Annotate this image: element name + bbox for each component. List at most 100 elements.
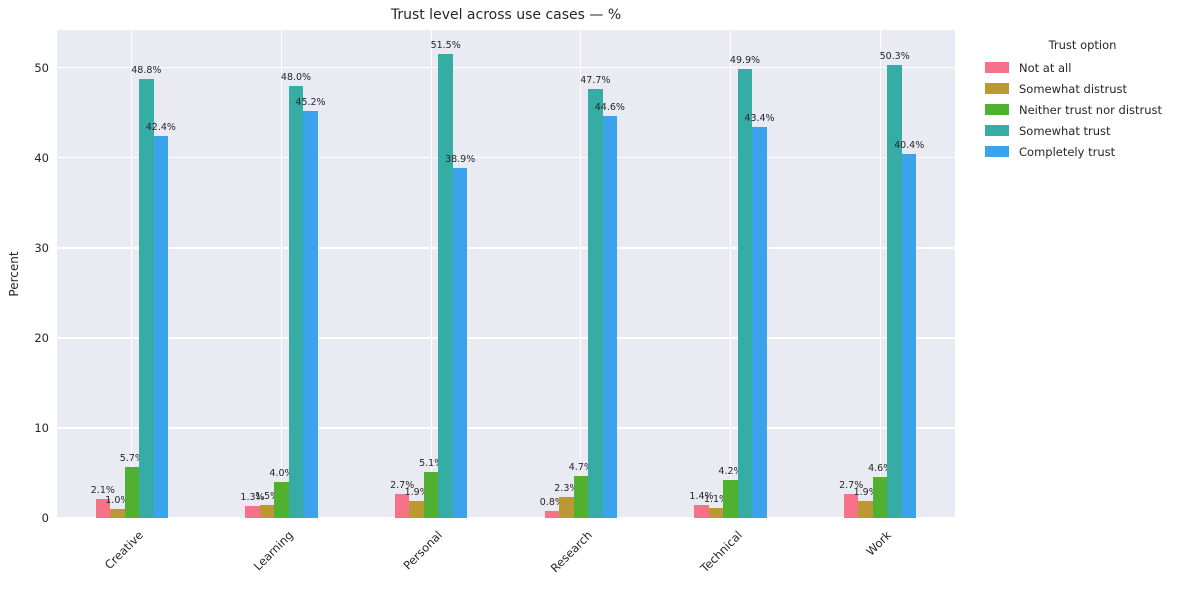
bar-creative-somewhat-trust	[139, 78, 154, 518]
legend-label: Somewhat distrust	[1019, 81, 1128, 96]
legend-items: Not at all Somewhat distrust Neither trust…	[985, 60, 1180, 159]
bar-value-label: 5.7%	[119, 452, 144, 464]
legend-item: Somewhat distrust	[985, 81, 1180, 96]
bar-technical-completely-trust	[752, 127, 767, 518]
bar-work-somewhat-distrust	[858, 500, 873, 518]
plot-area: 2.1% 1.0% 5.7% 48.8% 42.4% 1.3% 1.5% 4.0% 48.0% 4…	[57, 30, 955, 519]
gridline-horizontal	[57, 427, 955, 429]
x-tick-label: Personal	[400, 528, 446, 573]
bar-value-label: 42.4%	[145, 122, 176, 134]
bar-value-label: 1.1%	[703, 494, 729, 506]
bar-value-label: 47.7%	[580, 74, 611, 86]
legend-item: Neither trust nor distrust	[985, 102, 1180, 117]
x-tick-label: Research	[547, 528, 595, 576]
bar-value-label: 1.9%	[404, 486, 429, 498]
legend-label: Neither trust nor distrust	[1019, 102, 1163, 117]
gridline-vertical	[729, 30, 732, 518]
gridline-vertical	[879, 30, 881, 518]
bar-technical-somewhat-distrust	[708, 508, 724, 518]
bar-personal-completely-trust	[452, 167, 468, 518]
gridline-vertical	[580, 30, 582, 518]
bar-value-label: 43.4%	[744, 113, 775, 125]
bar-personal-somewhat-distrust	[409, 500, 424, 518]
legend-item: Not at all	[985, 60, 1180, 75]
bar-value-label: 1.3%	[240, 492, 265, 504]
bar-research-neither-trust-nor-distrust	[573, 475, 589, 518]
bar-technical-not-at-all	[694, 505, 709, 518]
gridline-vertical	[430, 30, 432, 518]
y-tick-label: 0	[41, 511, 49, 525]
bar-value-label: 1.5%	[254, 490, 280, 502]
bar-creative-not-at-all	[95, 499, 111, 518]
bar-value-label: 38.9%	[445, 153, 476, 165]
bar-value-label: 1.9%	[853, 486, 878, 498]
bar-technical-neither-trust-nor-distrust	[723, 480, 738, 518]
bar-value-label: 45.2%	[295, 97, 326, 109]
x-tick-label: Learning	[250, 528, 296, 574]
bar-value-label: 50.3%	[879, 51, 910, 63]
gridline-vertical	[131, 30, 133, 518]
bar-value-label: 2.7%	[390, 479, 415, 491]
bar-research-completely-trust	[602, 116, 618, 518]
bar-value-label: 48.0%	[280, 71, 312, 83]
legend-swatch-somewhat-distrust	[985, 83, 1009, 94]
gridline-horizontal	[57, 337, 955, 339]
bar-creative-neither-trust-nor-distrust	[124, 466, 140, 518]
bar-research-somewhat-distrust	[559, 497, 574, 518]
gridline-horizontal	[57, 517, 955, 519]
bar-learning-neither-trust-nor-distrust	[274, 482, 289, 518]
bar-learning-somewhat-distrust	[259, 504, 275, 518]
bar-value-label: 4.7%	[568, 461, 593, 473]
legend-swatch-neither-trust-nor-distrust	[985, 104, 1009, 115]
bar-value-label: 1.4%	[689, 491, 714, 503]
x-tick-label: Creative	[101, 528, 146, 572]
bar-work-not-at-all	[843, 493, 859, 518]
bar-learning-somewhat-trust	[288, 85, 304, 518]
bar-value-label: 2.1%	[90, 485, 115, 497]
bar-creative-somewhat-distrust	[110, 509, 125, 518]
y-tick-label: 20	[34, 330, 49, 345]
bar-personal-somewhat-trust	[438, 54, 453, 518]
x-tick-label: Work	[863, 528, 895, 559]
bar-value-label: 44.6%	[594, 102, 625, 114]
bar-value-label: 49.9%	[729, 54, 761, 66]
legend-title: Trust option	[1048, 38, 1117, 52]
bar-value-label: 4.6%	[868, 462, 893, 474]
bar-value-label: 48.8%	[131, 64, 162, 76]
y-axis-label: Percent	[7, 251, 21, 297]
bar-value-label: 2.3%	[554, 483, 579, 495]
bar-research-somewhat-trust	[588, 88, 603, 518]
legend-swatch-completely-trust	[985, 146, 1009, 157]
y-tick-label: 10	[34, 420, 49, 435]
y-tick-label: 40	[34, 150, 49, 165]
legend-label: Somewhat trust	[1019, 123, 1111, 138]
bar-personal-neither-trust-nor-distrust	[423, 472, 439, 518]
bar-value-label: 4.2%	[718, 466, 743, 478]
legend-label: Not at all	[1019, 60, 1072, 75]
bar-work-completely-trust	[901, 154, 917, 518]
legend: Trust option Not at all Somewhat distrust…	[985, 38, 1180, 166]
bar-value-label: 2.7%	[839, 479, 864, 491]
legend-swatch-somewhat-trust	[985, 125, 1009, 136]
gridline-horizontal	[57, 67, 955, 69]
bar-learning-completely-trust	[303, 111, 318, 518]
gridline-horizontal	[57, 247, 955, 249]
legend-swatch-not-at-all	[985, 62, 1009, 73]
bar-value-label: 0.8%	[539, 496, 564, 508]
gridline-horizontal	[57, 157, 955, 159]
bar-work-somewhat-trust	[887, 65, 902, 518]
legend-label: Completely trust	[1019, 144, 1116, 159]
bar-technical-somewhat-trust	[737, 68, 753, 518]
bar-personal-not-at-all	[394, 493, 410, 518]
gridline-vertical	[280, 30, 283, 518]
bar-value-label: 4.0%	[269, 468, 294, 479]
legend-item: Somewhat trust	[985, 123, 1180, 138]
bar-value-label: 1.0%	[105, 495, 130, 506]
bar-value-label: 51.5%	[430, 40, 461, 52]
x-tick-label: Technical	[697, 528, 745, 576]
y-tick-label: 30	[34, 240, 49, 255]
chart-title: Trust level across use cases — %	[390, 7, 622, 23]
legend-item: Completely trust	[985, 144, 1180, 159]
bar-work-neither-trust-nor-distrust	[872, 476, 888, 518]
